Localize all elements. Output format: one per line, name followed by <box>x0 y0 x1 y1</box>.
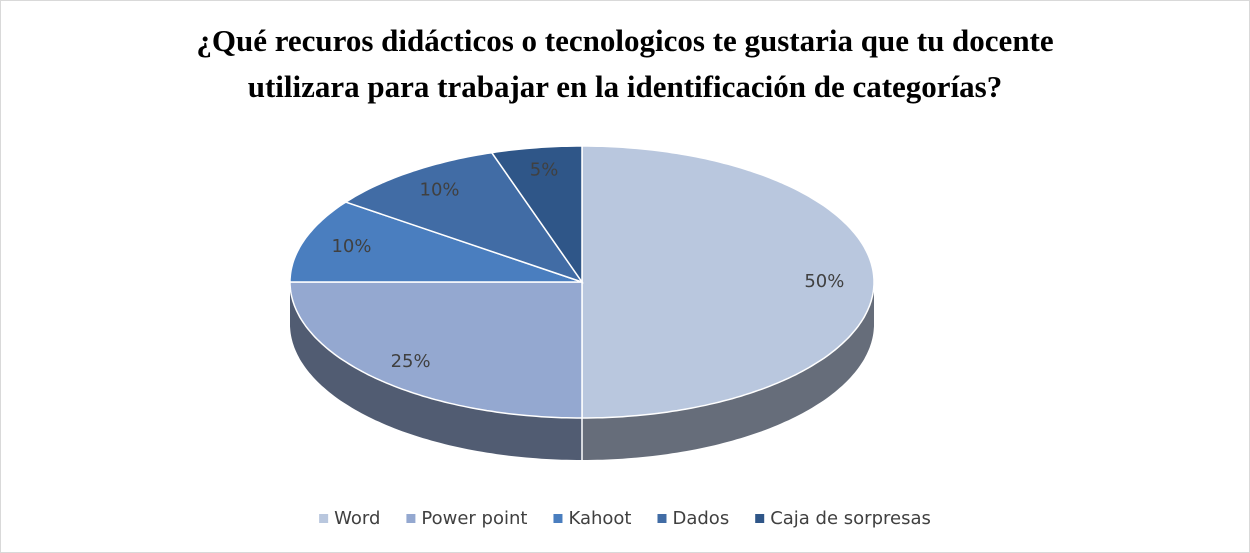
legend-marker <box>755 514 765 523</box>
data-label: 10% <box>331 236 371 257</box>
slice <box>289 201 583 283</box>
chart-title: ¿Qué recuros didácticos o tecnologicos t… <box>196 23 1054 104</box>
data-label: 5% <box>530 160 559 181</box>
data-label: 25% <box>391 351 431 372</box>
legend-marker <box>553 514 563 523</box>
slice <box>344 151 584 284</box>
legend-marker <box>657 514 667 523</box>
legend-marker <box>406 514 416 523</box>
data-label: 50% <box>804 271 844 292</box>
slice <box>581 145 875 419</box>
legend-label: Caja de sorpresas <box>770 508 931 529</box>
data-label: 10% <box>420 180 460 201</box>
legend-marker <box>319 514 329 523</box>
legend-label: Power point <box>421 508 527 529</box>
slice-side <box>290 282 582 460</box>
legend-label: Dados <box>672 508 729 529</box>
slice-side <box>582 282 874 460</box>
legend-label: Kahoot <box>568 508 631 529</box>
slice <box>289 281 583 419</box>
legend-label: Word <box>334 508 380 529</box>
slice <box>490 145 583 285</box>
